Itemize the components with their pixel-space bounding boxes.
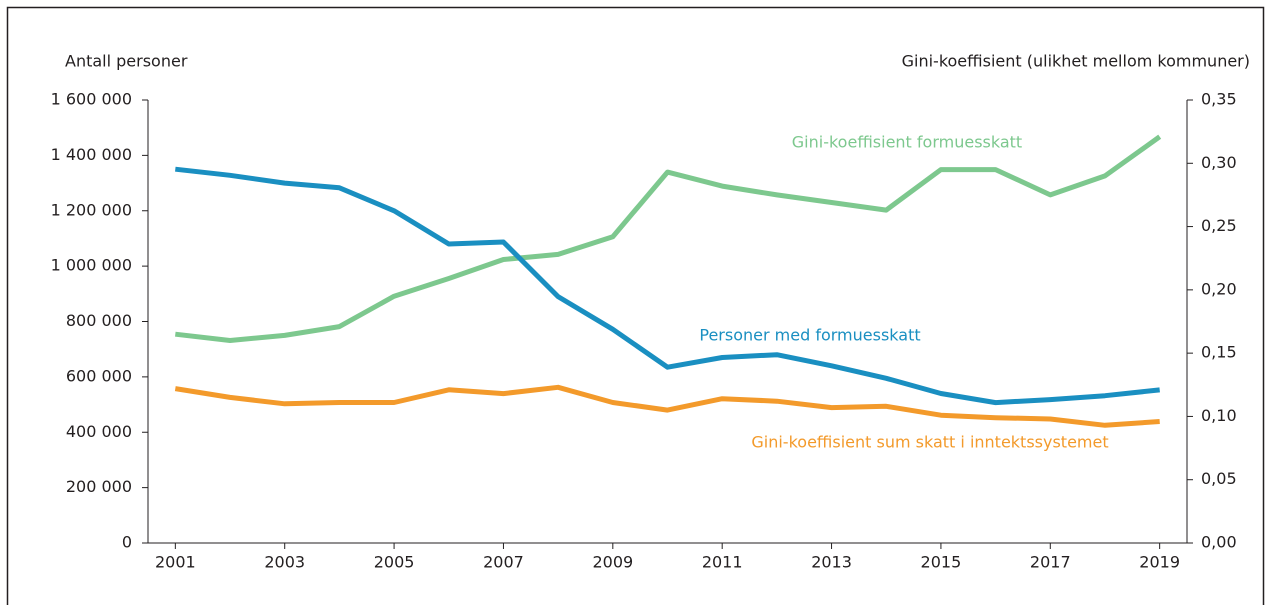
y-tick-label: 0 bbox=[122, 533, 132, 552]
y2-axis-title: Gini-koeffisient (ulikhet mellom kommune… bbox=[902, 52, 1250, 71]
frame bbox=[6, 6, 1265, 605]
y2-tick-label: 0,10 bbox=[1201, 406, 1237, 425]
x-tick-label: 2019 bbox=[1139, 553, 1180, 572]
x-tick-label: 2001 bbox=[155, 553, 196, 572]
y-tick-label: 1 600 000 bbox=[51, 90, 132, 109]
x-tick-label: 2015 bbox=[921, 553, 962, 572]
y2-tick-label: 0,05 bbox=[1201, 469, 1237, 488]
x-tick-label: 2017 bbox=[1030, 553, 1071, 572]
x-tick-label: 2005 bbox=[374, 553, 415, 572]
x-tick-label: 2011 bbox=[702, 553, 743, 572]
series-label: Personer med formuesskatt bbox=[699, 326, 920, 345]
y-tick-label: 1 000 000 bbox=[51, 256, 132, 275]
y-tick-label: 600 000 bbox=[66, 366, 132, 385]
y2-tick-label: 0,00 bbox=[1201, 533, 1237, 552]
y2-tick-label: 0,35 bbox=[1201, 90, 1237, 109]
y2-tick-label: 0,15 bbox=[1201, 343, 1237, 362]
y-tick-label: 1 200 000 bbox=[51, 200, 132, 219]
y2-tick-label: 0,30 bbox=[1201, 153, 1237, 172]
x-tick-label: 2009 bbox=[592, 553, 633, 572]
y2-tick-label: 0,20 bbox=[1201, 279, 1237, 298]
y-tick-label: 1 400 000 bbox=[51, 145, 132, 164]
x-tick-label: 2007 bbox=[483, 553, 524, 572]
x-tick-label: 2003 bbox=[264, 553, 305, 572]
y-axis-title: Antall personer bbox=[65, 52, 188, 71]
series-line bbox=[175, 166, 1160, 406]
y-tick-label: 200 000 bbox=[66, 477, 132, 496]
series-line bbox=[174, 384, 1160, 428]
y-tick-label: 800 000 bbox=[66, 311, 132, 330]
y2-tick-label: 0,25 bbox=[1201, 216, 1237, 235]
series-label: Gini-koeffisient formuesskatt bbox=[792, 133, 1022, 152]
series-line bbox=[175, 134, 1162, 343]
series-label: Gini-koeffisient sum skatt i inntektssys… bbox=[751, 433, 1108, 452]
x-tick-label: 2013 bbox=[811, 553, 852, 572]
y-tick-label: 400 000 bbox=[66, 422, 132, 441]
